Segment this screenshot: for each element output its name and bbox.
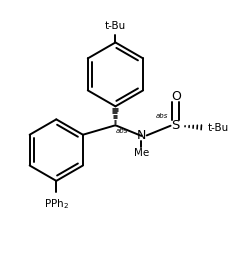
Text: N: N: [137, 129, 146, 142]
Text: t-Bu: t-Bu: [208, 123, 229, 133]
Text: O: O: [171, 90, 181, 103]
Text: t-Bu: t-Bu: [105, 21, 126, 31]
Text: abs: abs: [116, 128, 129, 134]
Text: Me: Me: [134, 148, 149, 158]
Text: PPh$_2$: PPh$_2$: [44, 197, 69, 211]
Text: S: S: [172, 119, 180, 132]
Text: abs: abs: [156, 113, 168, 119]
